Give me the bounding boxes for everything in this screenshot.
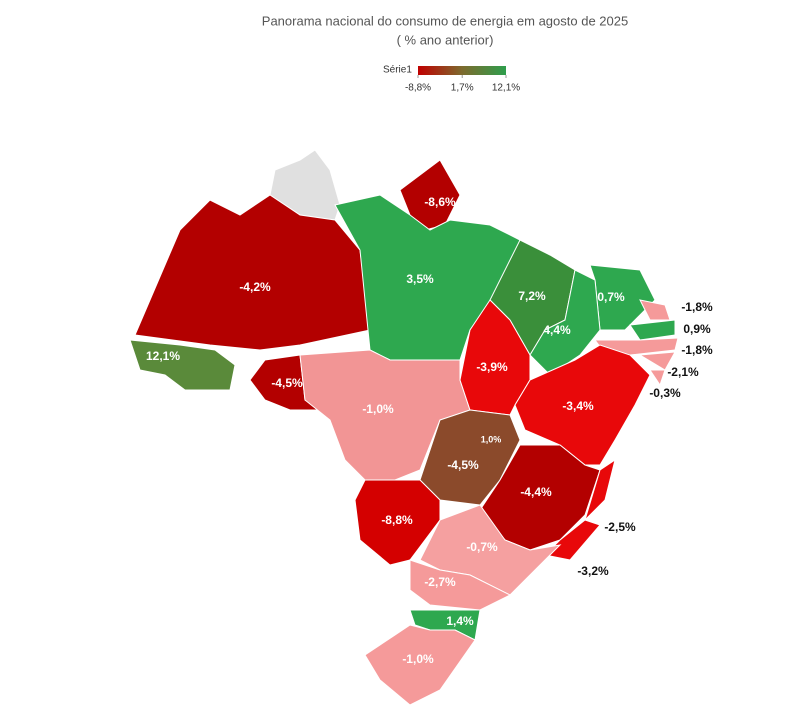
region-label: -3,2% — [577, 564, 609, 578]
region-label: -2,5% — [604, 520, 636, 534]
region-label: 4,4% — [543, 323, 571, 337]
region — [629, 319, 676, 341]
region — [299, 349, 471, 481]
legend-name: Série1 — [383, 65, 412, 76]
legend-tick-label: -8,8% — [405, 83, 431, 94]
region-label: -0,7% — [466, 540, 498, 554]
region-label: -3,4% — [562, 399, 594, 413]
region — [134, 194, 371, 351]
region-label: -2,1% — [667, 365, 699, 379]
legend-tick-label: 12,1% — [492, 83, 520, 94]
region — [354, 479, 441, 566]
region — [514, 344, 651, 466]
region-label: -4,5% — [447, 458, 479, 472]
map-subtitle: ( % ano anterior) — [397, 32, 494, 47]
region — [649, 369, 666, 387]
region — [129, 339, 236, 391]
region-label: -8,8% — [381, 513, 413, 527]
region-label: 1,0% — [481, 434, 502, 444]
region — [409, 559, 512, 611]
region-label: -0,3% — [649, 386, 681, 400]
region-label: 0,9% — [683, 322, 711, 336]
region-label: 1,4% — [446, 614, 474, 628]
region — [459, 299, 531, 416]
region-label: -1,0% — [362, 402, 394, 416]
region-label: -2,7% — [424, 575, 456, 589]
region-label: 0,7% — [597, 290, 625, 304]
region-label: -4,2% — [239, 280, 271, 294]
legend-gradient — [418, 66, 506, 75]
region — [584, 458, 616, 521]
region-label: 3,5% — [406, 272, 434, 286]
region-label: -4,4% — [520, 485, 552, 499]
region-label: 12,1% — [146, 349, 180, 363]
region-label: -1,0% — [402, 652, 434, 666]
region-label: -8,6% — [424, 195, 456, 209]
region-label: -1,8% — [681, 343, 713, 357]
region — [638, 351, 676, 371]
region-label: 7,2% — [518, 289, 546, 303]
region — [364, 624, 476, 706]
map-title: Panorama nacional do consumo de energia … — [262, 13, 628, 28]
region-label: -4,5% — [271, 376, 303, 390]
region — [639, 299, 671, 321]
region-label: -1,8% — [681, 300, 713, 314]
region-label: -3,9% — [476, 360, 508, 374]
legend-tick-label: 1,7% — [451, 83, 474, 94]
